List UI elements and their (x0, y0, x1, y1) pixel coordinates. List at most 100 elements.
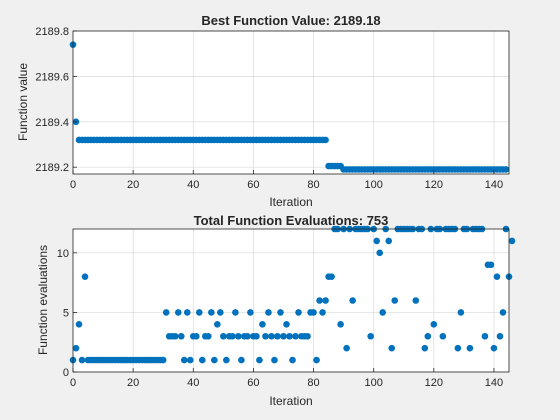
x-tick-label: 120 (425, 179, 443, 191)
data-point (319, 309, 326, 316)
x-tick-label: 60 (247, 377, 259, 389)
data-point (223, 356, 230, 364)
data-point (232, 309, 239, 316)
data-point (322, 297, 329, 304)
data-point (220, 332, 227, 340)
axes-box (72, 228, 510, 373)
x-tick-label: 100 (365, 377, 383, 389)
data-point (265, 309, 272, 316)
chart-title: Total Function Evaluations: 753 (194, 213, 389, 228)
data-point (174, 309, 182, 316)
data-point (171, 332, 179, 340)
x-tick-label: 40 (187, 377, 199, 389)
data-point (313, 356, 320, 364)
data-point (286, 332, 293, 340)
data-point (337, 321, 344, 328)
data-point (205, 332, 212, 340)
data-point (214, 321, 221, 328)
data-point (280, 332, 287, 340)
data-point (195, 309, 203, 316)
x-tick-label: 100 (365, 179, 383, 191)
data-point (391, 297, 399, 304)
data-point (72, 344, 80, 352)
y-tick-label: 2189.6 (35, 71, 69, 83)
x-tick-label: 120 (425, 377, 443, 389)
data-point (292, 332, 299, 340)
series-markers (69, 41, 510, 173)
data-point (430, 321, 438, 328)
data-point (211, 356, 218, 364)
axes-box (72, 30, 510, 175)
data-point (466, 344, 474, 352)
data-point (256, 356, 263, 364)
best-function-value-plot: 0 20 40 60 80 100 120 140 2189.2 2189.4 2189.6 2189… (16, 13, 510, 209)
data-point (159, 356, 167, 364)
data-point (421, 344, 429, 352)
series-markers (69, 225, 516, 364)
x-tick-label: 80 (307, 377, 319, 389)
data-point (192, 332, 200, 340)
data-point (81, 273, 89, 280)
data-point (457, 309, 465, 316)
data-point (268, 332, 275, 340)
data-point (499, 309, 507, 316)
y-tick-label: 10 (57, 248, 69, 260)
x-axis-label: Iteration (269, 195, 312, 209)
ticks: 0 20 40 60 80 100 120 140 0 5 10 (57, 248, 503, 389)
data-point (186, 356, 194, 364)
total-function-evaluations-plot: 0 20 40 60 80 100 120 140 0 5 10 Total Function Ev… (36, 213, 516, 408)
x-axis-label: Iteration (269, 394, 312, 408)
data-point (424, 332, 432, 340)
data-point (247, 309, 254, 316)
x-tick-label: 140 (485, 377, 503, 389)
x-tick-label: 20 (127, 179, 139, 191)
x-tick-label: 80 (307, 179, 319, 191)
data-point (177, 332, 185, 340)
data-point (277, 309, 284, 316)
plot-area (73, 229, 509, 372)
data-point (304, 332, 311, 340)
data-point (493, 273, 501, 280)
data-point (259, 321, 266, 328)
data-point (322, 136, 329, 144)
data-point (262, 332, 269, 340)
y-axis-label: Function value (16, 63, 30, 141)
data-point (289, 356, 296, 364)
data-point (439, 332, 447, 340)
data-point (198, 356, 206, 364)
data-point (373, 237, 380, 245)
data-point (496, 332, 504, 340)
data-point (238, 356, 245, 364)
data-point (78, 356, 86, 364)
y-tick-label: 2189.4 (35, 117, 69, 129)
data-point (183, 309, 191, 316)
data-point (379, 309, 387, 316)
x-tick-label: 0 (70, 377, 76, 389)
data-point (235, 332, 242, 340)
x-tick-label: 20 (127, 377, 139, 389)
data-point (343, 344, 350, 352)
y-axis-label: Function evaluations (36, 245, 50, 355)
data-point (271, 356, 278, 364)
y-tick-label: 0 (63, 367, 69, 379)
data-point (253, 332, 260, 340)
y-tick-label: 2189.2 (35, 162, 69, 174)
data-point (454, 344, 462, 352)
data-point (229, 332, 236, 340)
data-point (385, 237, 393, 245)
data-point (412, 297, 420, 304)
x-tick-label: 140 (485, 179, 503, 191)
data-point (328, 273, 335, 280)
data-point (349, 297, 356, 304)
plot-area (73, 31, 509, 174)
data-point (244, 332, 251, 340)
data-point (490, 344, 498, 352)
x-tick-label: 40 (187, 179, 199, 191)
data-point (502, 166, 510, 173)
data-point (283, 321, 290, 328)
data-point (75, 321, 83, 328)
ticks: 0 20 40 60 80 100 120 140 2189.2 2189.4 2189.6 2189… (35, 26, 503, 191)
data-point (481, 332, 489, 340)
chart-title: Best Function Value: 2189.18 (201, 13, 380, 28)
